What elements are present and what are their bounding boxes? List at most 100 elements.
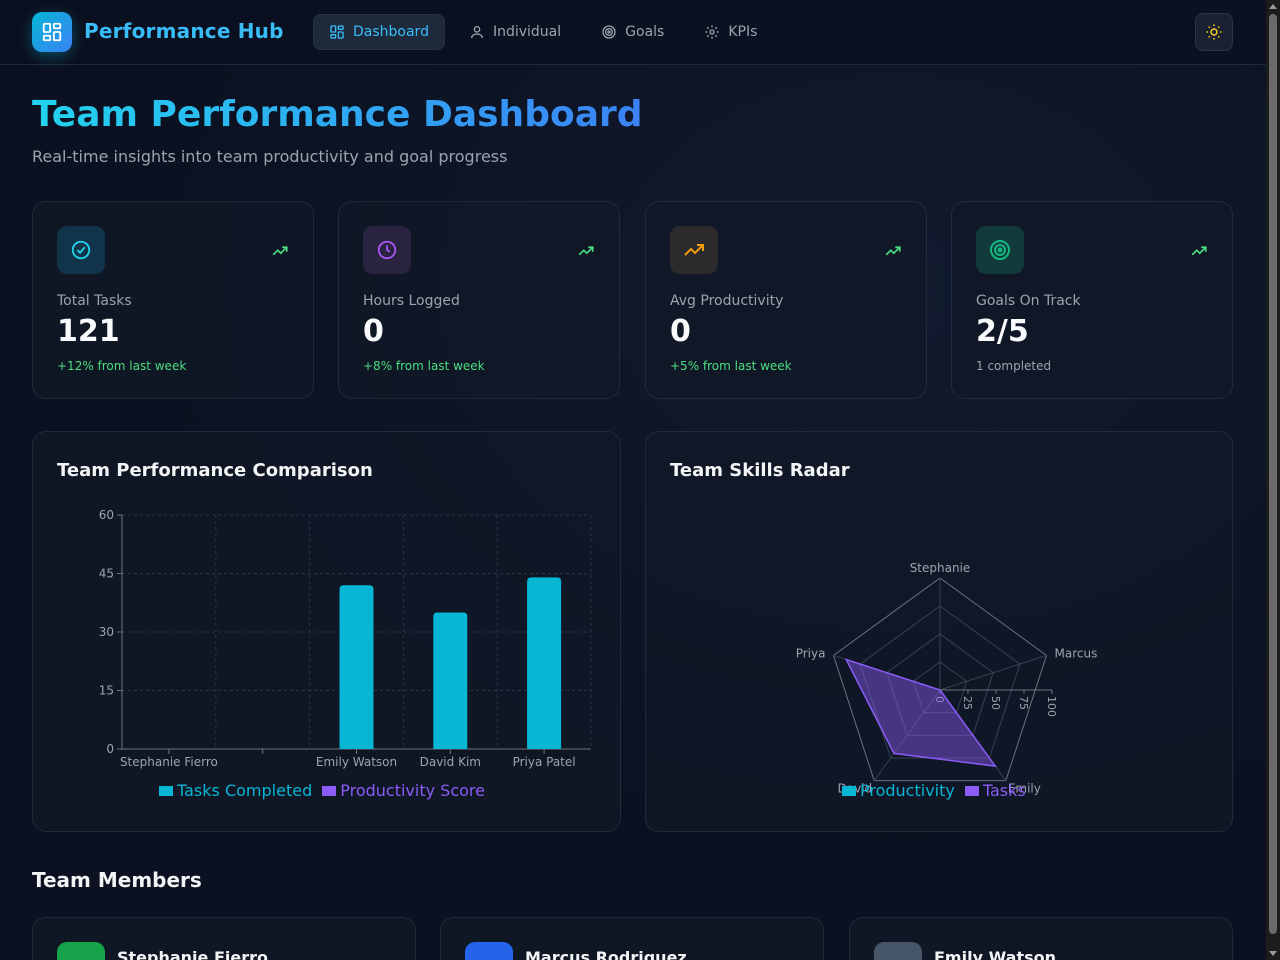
trending-up-icon bbox=[684, 244, 704, 256]
legend-item[interactable]: Tasks bbox=[964, 781, 1026, 800]
avatar bbox=[874, 942, 922, 960]
legend-swatch bbox=[842, 785, 856, 796]
target-icon bbox=[602, 25, 616, 39]
bar-chart-legend: Tasks Completed Productivity Score bbox=[159, 781, 485, 800]
radius-tick-label: 50 bbox=[989, 696, 1002, 710]
member-name: Stephanie Fierro bbox=[117, 948, 268, 960]
stat-label: Hours Logged bbox=[363, 293, 460, 309]
theme-toggle-button[interactable] bbox=[1195, 13, 1233, 51]
legend-item[interactable]: Tasks Completed bbox=[159, 781, 312, 800]
radar-ring bbox=[912, 661, 968, 714]
radar-series-tasks bbox=[844, 658, 997, 768]
stat-value: 2/5 bbox=[976, 314, 1029, 349]
stat-card-hours-logged: Hours Logged 0 +8% from last week bbox=[338, 201, 620, 399]
nav-kpis[interactable]: KPIs bbox=[688, 14, 773, 50]
member-card[interactable]: Emily Watson bbox=[849, 917, 1233, 960]
member-name: Marcus Rodriguez bbox=[525, 948, 687, 960]
bar-tasks bbox=[527, 577, 562, 749]
avatar bbox=[57, 942, 105, 960]
radar-axis-label: Stephanie bbox=[910, 561, 971, 575]
member-name: Emily Watson bbox=[934, 948, 1056, 960]
bar-tasks bbox=[433, 612, 468, 749]
radar-spoke bbox=[873, 689, 941, 781]
page-scrollbar[interactable] bbox=[1266, 0, 1280, 960]
bar-tasks bbox=[339, 585, 374, 749]
trending-up-icon bbox=[578, 246, 594, 256]
legend-swatch bbox=[159, 785, 173, 796]
y-tick-label: 15 bbox=[99, 684, 114, 698]
nav-individual[interactable]: Individual bbox=[453, 14, 577, 50]
dashboard-grid-icon bbox=[42, 22, 62, 42]
x-tick-label: Stephanie Fierro bbox=[120, 755, 218, 769]
main-nav: Dashboard Individual Goals KPIs bbox=[313, 14, 773, 50]
user-icon bbox=[470, 26, 483, 39]
radius-tick-label: 0 bbox=[933, 696, 946, 703]
panel-title: Team Skills Radar bbox=[670, 460, 850, 481]
legend-label: Productivity Score bbox=[340, 781, 485, 800]
scroll-down-arrow[interactable] bbox=[1269, 951, 1277, 956]
stat-label: Total Tasks bbox=[57, 293, 132, 309]
stat-label: Avg Productivity bbox=[670, 293, 784, 309]
check-circle-icon bbox=[71, 240, 91, 260]
stat-value: 121 bbox=[57, 314, 120, 349]
radar-chart-legend: Productivity Tasks bbox=[842, 781, 1026, 800]
stat-card-avg-productivity: Avg Productivity 0 +5% from last week bbox=[645, 201, 927, 399]
performance-comparison-panel: Team Performance Comparison 0 15 30 45 60 Ste… bbox=[32, 431, 621, 832]
radius-tick-label: 75 bbox=[1017, 696, 1030, 710]
nav-dashboard[interactable]: Dashboard bbox=[313, 14, 445, 50]
trending-up-icon bbox=[1191, 246, 1207, 256]
stat-note: +8% from last week bbox=[363, 359, 485, 373]
clock-icon bbox=[377, 240, 397, 260]
trending-up-icon bbox=[272, 246, 288, 256]
radar-axis-label: Marcus bbox=[1055, 646, 1098, 660]
team-section-title: Team Members bbox=[32, 868, 202, 892]
skills-radar-panel: Team Skills Radar 0 25 50 75 100 Stephanie Mar… bbox=[645, 431, 1233, 832]
legend-label: Productivity bbox=[860, 781, 955, 800]
nav-label: Goals bbox=[625, 24, 665, 40]
radar-ring bbox=[859, 605, 1021, 759]
stat-note: 1 completed bbox=[976, 359, 1052, 373]
radius-tick-label: 100 bbox=[1045, 696, 1058, 717]
stat-value: 0 bbox=[670, 314, 691, 349]
stat-icon-wrap bbox=[57, 226, 105, 274]
legend-item[interactable]: Productivity Score bbox=[322, 781, 485, 800]
radar-spoke bbox=[939, 654, 1047, 691]
stat-value: 0 bbox=[363, 314, 384, 349]
nav-label: KPIs bbox=[728, 24, 758, 40]
y-tick-label: 30 bbox=[99, 625, 114, 639]
x-tick-label: Emily Watson bbox=[316, 755, 397, 769]
scroll-thumb[interactable] bbox=[1269, 14, 1277, 934]
stat-card-total-tasks: Total Tasks 121 +12% from last week bbox=[32, 201, 314, 399]
radar-axis-label: Priya bbox=[796, 646, 826, 660]
stat-icon-wrap bbox=[976, 226, 1024, 274]
bar-chart: 0 15 30 45 60 Stephanie Fierro Emily Watson Dav… bbox=[99, 508, 592, 769]
stat-note: +12% from last week bbox=[57, 359, 187, 373]
avatar bbox=[465, 942, 513, 960]
x-tick-label: David Kim bbox=[420, 755, 481, 769]
radius-tick-label: 25 bbox=[961, 696, 974, 710]
app-logo[interactable] bbox=[32, 12, 72, 52]
dashboard-grid-icon bbox=[330, 25, 344, 39]
page-title: Team Performance Dashboard bbox=[32, 94, 643, 135]
stat-note: +5% from last week bbox=[670, 359, 792, 373]
stat-icon-wrap bbox=[670, 226, 718, 274]
target-icon bbox=[990, 240, 1010, 260]
stat-icon-wrap bbox=[363, 226, 411, 274]
radar-axis-label: Emily bbox=[1008, 782, 1041, 796]
legend-swatch bbox=[964, 785, 979, 796]
member-card[interactable]: Marcus Rodriguez bbox=[440, 917, 824, 960]
top-navbar: Performance Hub Dashboard Individual Goa… bbox=[0, 0, 1266, 65]
gear-icon bbox=[705, 25, 720, 39]
page-subtitle: Real-time insights into team productivit… bbox=[32, 147, 508, 166]
scroll-up-arrow[interactable] bbox=[1269, 4, 1277, 9]
brand-name[interactable]: Performance Hub bbox=[84, 19, 284, 43]
legend-swatch bbox=[322, 785, 337, 796]
sun-icon bbox=[1206, 24, 1222, 40]
member-card[interactable]: Stephanie Fierro bbox=[32, 917, 416, 960]
nav-label: Dashboard bbox=[353, 24, 429, 40]
legend-label: Tasks bbox=[982, 781, 1026, 800]
stat-card-goals-on-track: Goals On Track 2/5 1 completed bbox=[951, 201, 1233, 399]
radar-ring bbox=[886, 633, 994, 736]
legend-item[interactable]: Productivity bbox=[842, 781, 955, 800]
nav-goals[interactable]: Goals bbox=[585, 14, 680, 50]
